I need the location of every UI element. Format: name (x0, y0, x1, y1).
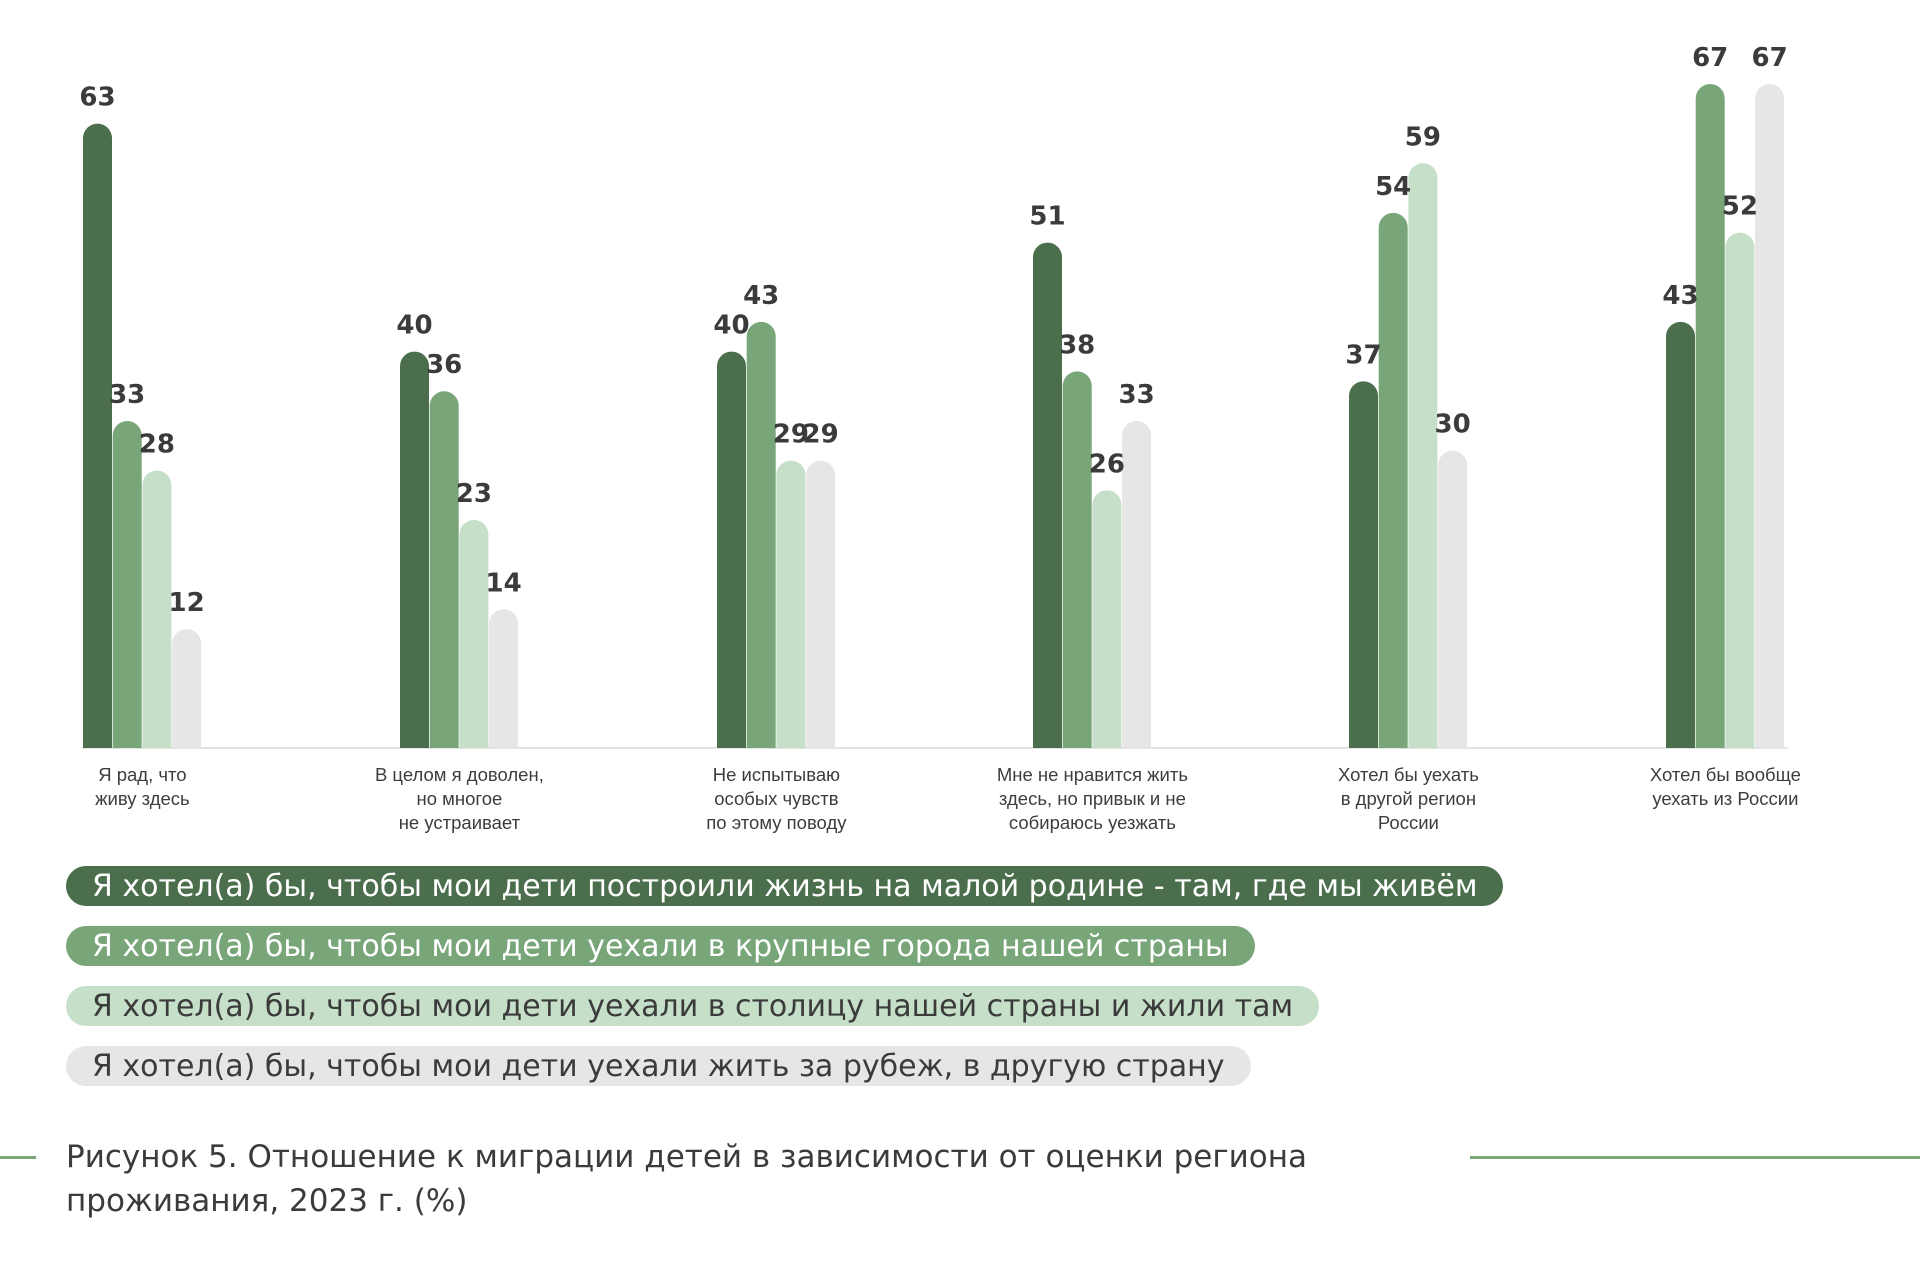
bar-2-1 (746, 321, 776, 748)
caption-line-1: Рисунок 5. Отношение к миграции детей в … (66, 1139, 1307, 1175)
caption-line-2: проживания, 2023 г. (%) (66, 1183, 468, 1219)
bar-5-0 (1666, 321, 1695, 748)
value-label-5-2: 52 (1722, 192, 1758, 222)
value-label-3-3: 33 (1119, 380, 1155, 410)
bar-4-2 (1408, 163, 1438, 749)
bar-1-0 (400, 351, 429, 748)
bar-4-0 (1349, 381, 1378, 748)
value-label-4-0: 37 (1345, 340, 1381, 370)
value-label-5-1: 67 (1692, 43, 1728, 73)
value-label-2-0: 40 (713, 311, 749, 341)
legend-item-3: Я хотел(а) бы, чтобы мои дети уехали жит… (66, 1046, 1251, 1086)
bar-2-0 (717, 351, 746, 748)
bar-3-3 (1122, 420, 1152, 748)
bar-3-1 (1062, 371, 1092, 748)
value-label-1-3: 14 (486, 568, 522, 598)
category-label-1: В целом я доволен, но многое не устраивает (375, 764, 544, 833)
value-label-0-2: 28 (139, 430, 175, 460)
legend-item-1: Я хотел(а) бы, чтобы мои дети уехали в к… (66, 926, 1255, 966)
value-label-3-2: 26 (1089, 449, 1125, 479)
value-label-4-1: 54 (1375, 172, 1411, 202)
bars-group (83, 84, 1785, 749)
figure-caption: Рисунок 5. Отношение к миграции детей в … (66, 1135, 1396, 1223)
value-label-0-1: 33 (109, 380, 145, 410)
bar-0-2 (142, 470, 172, 748)
value-label-2-2: 29 (773, 420, 809, 450)
caption-rule-left (0, 1156, 36, 1159)
value-label-3-0: 51 (1029, 202, 1065, 232)
bar-2-2 (776, 460, 806, 748)
legend: Я хотел(а) бы, чтобы мои дети построили … (66, 866, 1504, 1106)
value-label-1-2: 23 (456, 479, 492, 509)
bar-4-1 (1378, 212, 1408, 748)
category-label-2: Не испытываю особых чувств по этому поводу (706, 764, 847, 833)
bar-5-1 (1695, 84, 1725, 748)
value-label-1-1: 36 (426, 350, 462, 380)
bar-chart: 6333281240362314404329295138263337545930… (79, 43, 1801, 833)
value-label-2-3: 29 (803, 420, 839, 450)
category-labels-group: Я рад, что живу здесь В целом я доволен, но… (95, 764, 1801, 833)
bar-1-2 (459, 520, 489, 748)
bar-2-3 (806, 460, 836, 748)
category-label-4: Хотел бы уехать в другой регион России (1338, 764, 1479, 833)
category-label-5: Хотел бы вообще уехать из России (1650, 764, 1801, 809)
bar-1-1 (429, 391, 459, 748)
value-label-3-1: 38 (1059, 330, 1095, 360)
value-labels-group: 6333281240362314404329295138263337545930… (79, 43, 1787, 618)
legend-item-2: Я хотел(а) бы, чтобы мои дети уехали в с… (66, 986, 1320, 1026)
value-label-2-1: 43 (743, 281, 779, 311)
value-label-1-0: 40 (396, 311, 432, 341)
value-label-5-3: 67 (1752, 43, 1788, 73)
bar-1-3 (489, 609, 519, 748)
bar-0-1 (112, 420, 142, 748)
value-label-4-2: 59 (1405, 122, 1441, 152)
bar-0-3 (172, 629, 202, 748)
value-label-4-3: 30 (1435, 410, 1471, 440)
bar-0-0 (83, 123, 112, 748)
bar-3-2 (1092, 490, 1122, 748)
value-label-0-0: 63 (79, 83, 115, 113)
caption-rule-right (1470, 1156, 1920, 1159)
bar-5-3 (1755, 84, 1785, 748)
bar-3-0 (1033, 242, 1062, 749)
value-label-5-0: 43 (1662, 281, 1698, 311)
bar-5-2 (1725, 232, 1755, 748)
value-label-0-3: 12 (169, 588, 205, 618)
bar-4-3 (1438, 450, 1468, 748)
legend-item-0: Я хотел(а) бы, чтобы мои дети построили … (66, 866, 1504, 906)
category-label-0: Я рад, что живу здесь (95, 764, 190, 809)
category-label-3: Мне не нравится жить здесь, но привык и н… (997, 764, 1188, 833)
